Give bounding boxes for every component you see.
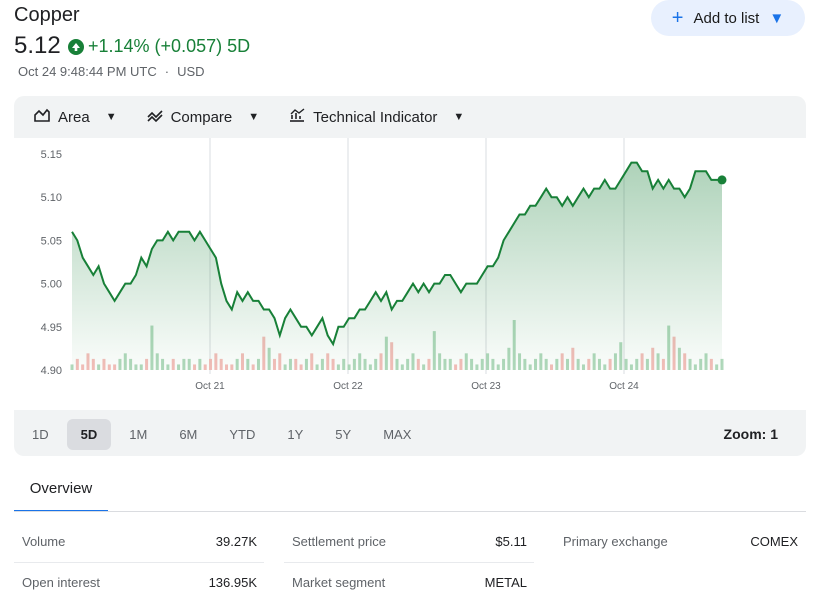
- range-button-5d[interactable]: 5D: [66, 418, 112, 450]
- exchange-value: COMEX: [750, 534, 798, 549]
- area-chart-icon: [34, 108, 50, 126]
- open-interest-value: 136.95K: [208, 575, 257, 590]
- price-change-text: +1.14% (+0.057) 5D: [88, 36, 251, 56]
- chart-card: Area ▼ Compare ▼ Technical Indicator ▼ O…: [14, 96, 806, 456]
- tab-divider: [14, 511, 806, 512]
- settlement-value: $5.11: [495, 534, 527, 549]
- market-segment-value: METAL: [484, 575, 527, 590]
- arrow-up-icon: [68, 38, 84, 55]
- indicator-label: Technical Indicator: [313, 108, 438, 126]
- tab-overview[interactable]: Overview: [14, 476, 108, 512]
- range-button-1d[interactable]: 1D: [32, 426, 49, 442]
- volume-label: Volume: [22, 534, 66, 549]
- current-price: 5.12: [14, 32, 61, 59]
- settlement-label: Settlement price: [292, 534, 386, 549]
- chart-type-button[interactable]: Area ▼: [34, 108, 117, 126]
- y-tick-label: 4.90: [41, 365, 62, 377]
- x-tick-label: Oct 23: [471, 381, 501, 392]
- indicator-icon: [289, 108, 305, 126]
- range-button-6m[interactable]: 6M: [179, 426, 198, 442]
- range-selector: 1D 5D 1M 6M YTD 1Y 5Y MAX: [14, 418, 806, 450]
- y-tick-label: 4.95: [41, 322, 62, 334]
- compare-label: Compare: [170, 108, 233, 126]
- price-area: [72, 162, 722, 370]
- compare-icon: [147, 108, 163, 126]
- add-to-list-button[interactable]: + Add to list ▼: [651, 0, 805, 36]
- currency: USD: [177, 64, 205, 79]
- chevron-down-icon: ▼: [105, 111, 117, 123]
- chart-toolbar: Area ▼ Compare ▼ Technical Indicator ▼: [14, 96, 806, 138]
- range-button-1m[interactable]: 1M: [129, 426, 148, 442]
- y-tick-label: 5.10: [41, 192, 62, 204]
- exchange-label: Primary exchange: [563, 534, 668, 549]
- range-button-max[interactable]: MAX: [383, 426, 412, 442]
- y-tick-label: 5.15: [41, 149, 62, 161]
- add-to-list-label: Add to list: [693, 9, 760, 27]
- range-button-1y[interactable]: 1Y: [287, 426, 304, 442]
- timestamp: Oct 24 9:48:44 PM UTC · USD: [18, 64, 205, 79]
- chart-type-label: Area: [58, 108, 90, 126]
- range-button-ytd[interactable]: YTD: [229, 426, 256, 442]
- x-tick-label: Oct 21: [195, 381, 225, 392]
- chevron-down-icon: ▼: [453, 111, 465, 123]
- range-button-5y[interactable]: 5Y: [335, 426, 352, 442]
- plus-icon: +: [671, 7, 684, 29]
- instrument-title: Copper: [14, 4, 80, 26]
- market-segment-label: Market segment: [292, 575, 386, 590]
- row-divider: [284, 562, 534, 563]
- compare-button[interactable]: Compare ▼: [147, 108, 260, 126]
- price-line: [71, 161, 722, 347]
- volume-value: 39.27K: [215, 534, 257, 549]
- open-interest-label: Open interest: [22, 575, 101, 590]
- price-change: +1.14% (+0.057) 5D: [68, 36, 250, 57]
- y-tick-label: 5.00: [41, 279, 62, 291]
- price-chart[interactable]: Oct 21 Oct 22 Oct 23 Oct 24 5.15 5.10 5.05 5.00…: [14, 138, 806, 410]
- chevron-down-icon: ▼: [769, 9, 785, 27]
- y-tick-label: 5.05: [41, 235, 62, 247]
- x-tick-label: Oct 22: [333, 381, 363, 392]
- timestamp-text: Oct 24 9:48:44 PM UTC: [18, 64, 157, 79]
- row-divider: [14, 562, 264, 563]
- technical-indicator-button[interactable]: Technical Indicator ▼: [289, 108, 464, 126]
- zoom-level: Zoom: 1: [723, 426, 778, 442]
- chevron-down-icon: ▼: [248, 111, 260, 123]
- x-tick-label: Oct 24: [609, 381, 639, 392]
- last-price-dot: [717, 175, 727, 185]
- separator-dot: ·: [164, 64, 170, 79]
